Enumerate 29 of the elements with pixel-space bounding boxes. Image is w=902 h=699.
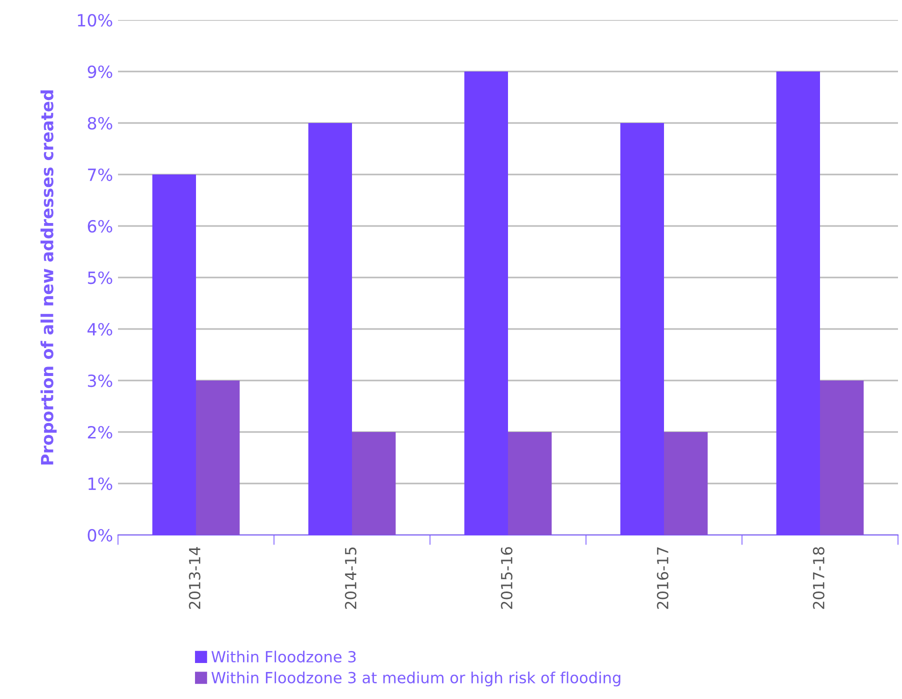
bar: [820, 380, 864, 535]
y-axis-title: Proportion of all new addresses created: [40, 90, 57, 464]
y-tick-label: 8%: [88, 116, 112, 130]
y-tick-label: 3%: [88, 374, 112, 388]
bar: [776, 72, 820, 535]
legend-label: Within Floodzone 3: [211, 650, 356, 663]
x-tick-label: 2014-15: [344, 547, 356, 609]
y-tick-label: 9%: [88, 65, 112, 78]
y-tick-label: 6%: [88, 220, 112, 233]
bar: [464, 72, 508, 535]
x-tick-label: 2017-18: [812, 547, 824, 609]
bar: [352, 432, 396, 535]
y-tick-label: 1%: [88, 477, 112, 490]
bar: [308, 123, 352, 535]
y-tick-label: 10%: [78, 14, 112, 27]
legend-label: Within Floodzone 3 at medium or high risk of flooding: [211, 672, 620, 686]
y-tick-label: 0%: [88, 528, 112, 542]
y-tick-label: 4%: [88, 322, 112, 336]
y-tick-label: 5%: [88, 271, 112, 284]
x-tick-label: 2016-17: [656, 547, 668, 609]
bar: [508, 432, 552, 535]
y-tick-label: 7%: [88, 168, 112, 182]
x-tick-label: 2015-16: [500, 547, 512, 609]
bar: [620, 123, 664, 535]
bar: [664, 432, 708, 535]
bar: [196, 380, 240, 535]
y-tick-label: 2%: [88, 426, 112, 439]
bar: [152, 174, 196, 535]
x-tick-label: 2013-14: [188, 546, 200, 609]
